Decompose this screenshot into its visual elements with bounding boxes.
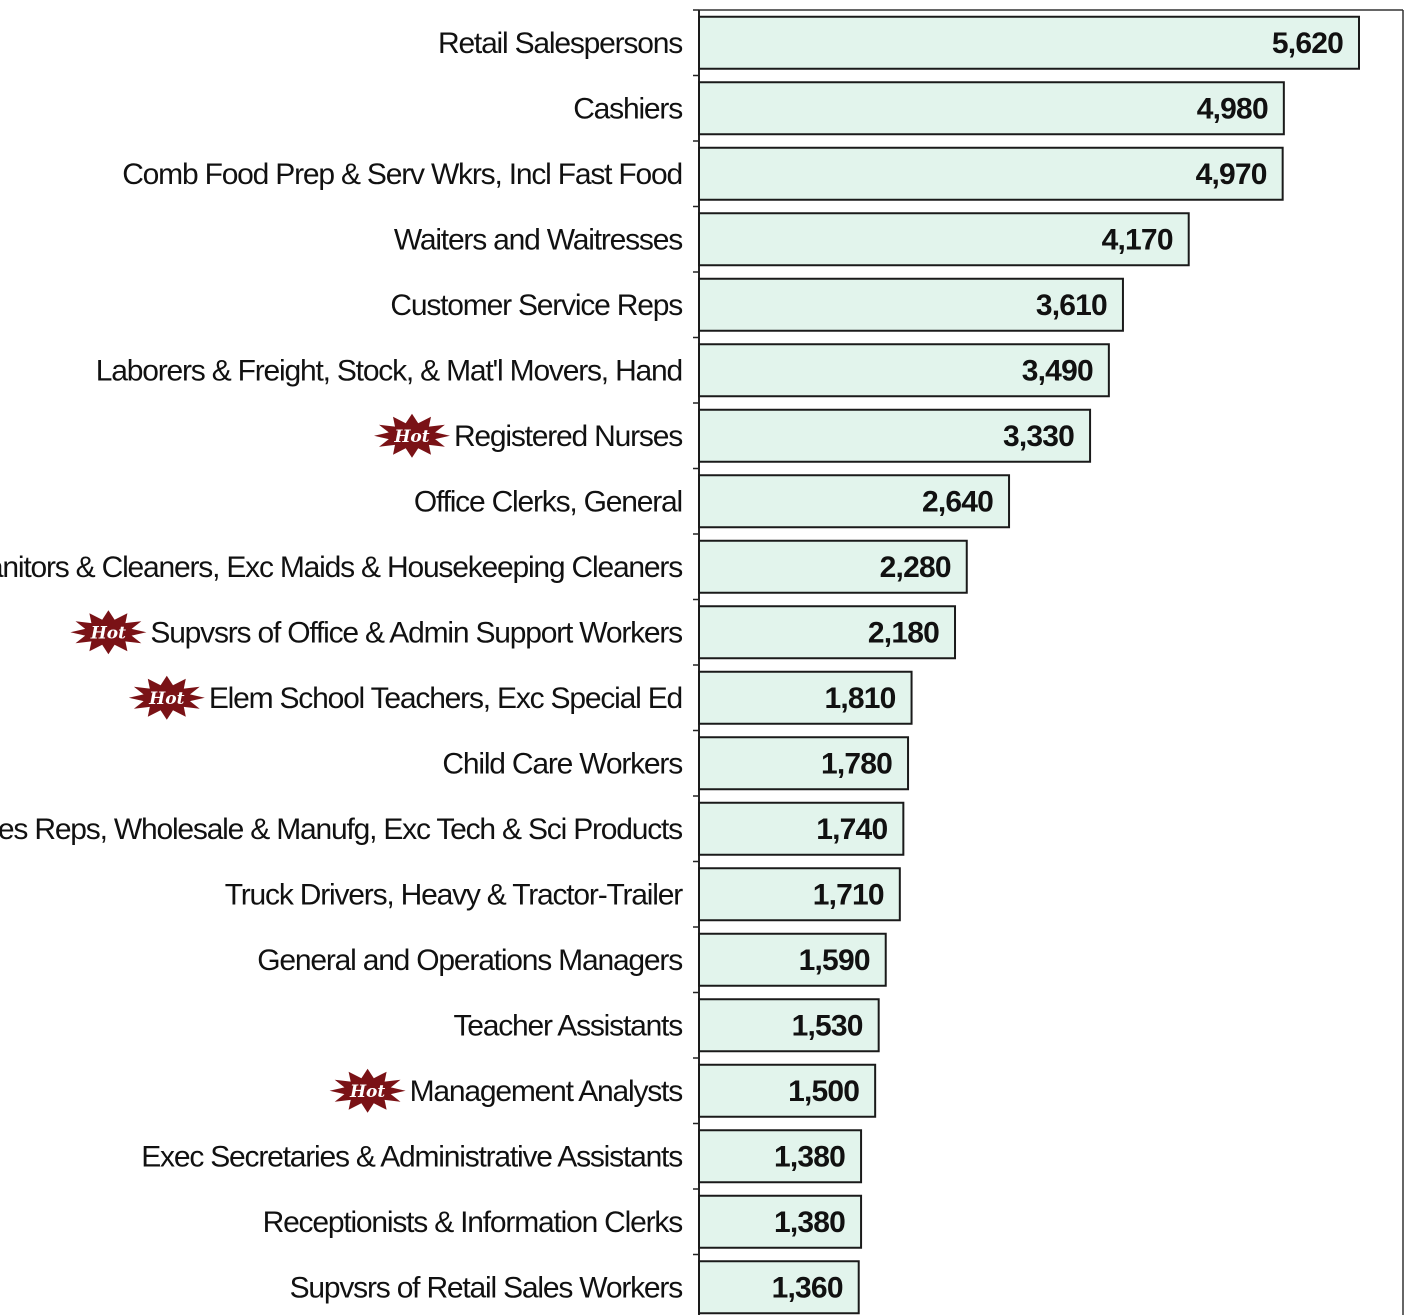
bar — [698, 1129, 863, 1184]
category-label: Registered Nurses — [454, 420, 682, 453]
bar — [698, 736, 910, 791]
bar-value-label: 1,710 — [813, 878, 884, 911]
hot-badge-burst — [70, 610, 147, 655]
bar — [698, 1063, 877, 1118]
bar — [698, 998, 880, 1053]
bar — [698, 15, 1360, 70]
bar-value-label: 1,780 — [821, 747, 892, 780]
category-label: Laborers & Freight, Stock, & Mat'l Mover… — [96, 354, 682, 387]
bar-value-label: 4,170 — [1102, 223, 1173, 256]
category-label: Supvsrs of Retail Sales Workers — [290, 1271, 683, 1304]
category-label: Child Care Workers — [442, 747, 682, 780]
category-label: General and Operations Managers — [257, 944, 682, 977]
hot-badge-text: Hot — [148, 689, 184, 709]
category-label: Receptionists & Information Clerks — [263, 1206, 683, 1239]
bar-value-label: 5,620 — [1272, 27, 1343, 60]
hot-badge-burst — [128, 675, 205, 720]
category-label: Office Clerks, General — [414, 485, 682, 518]
category-label: Waiters and Waitresses — [394, 223, 682, 256]
category-label: Management Analysts — [410, 1075, 683, 1108]
bar-value-label: 1,380 — [774, 1140, 845, 1173]
bar — [698, 670, 913, 725]
category-label: Exec Secretaries & Administrative Assist… — [141, 1140, 682, 1173]
bar-value-label: 4,980 — [1197, 92, 1268, 125]
bar — [698, 539, 968, 594]
bar-value-label: 3,490 — [1022, 354, 1093, 387]
bar — [698, 1260, 860, 1315]
hot-badge-text: Hot — [393, 427, 429, 447]
bar — [698, 867, 901, 922]
bar — [698, 605, 957, 660]
bar — [698, 801, 905, 856]
bar-value-label: 1,380 — [774, 1206, 845, 1239]
bar — [698, 277, 1124, 332]
hot-badge-icon: Hot — [128, 675, 205, 720]
bar-value-label: 1,530 — [792, 1009, 863, 1042]
hot-badge-text: Hot — [90, 623, 126, 643]
bar — [698, 474, 1011, 529]
category-label: Sales Reps, Wholesale & Manufg, Exc Tech… — [0, 813, 682, 846]
hot-badges-group: Hot Hot Hot Hot — [70, 413, 450, 1113]
category-label: Comb Food Prep & Serv Wkrs, Incl Fast Fo… — [122, 158, 682, 191]
bar-value-label: 2,280 — [880, 551, 951, 584]
bar-value-label: 1,590 — [799, 944, 870, 977]
hot-badge-burst — [374, 413, 450, 458]
bars-group — [698, 15, 1360, 1315]
bar-value-label: 1,500 — [788, 1075, 859, 1108]
bar-value-label: 3,610 — [1036, 289, 1107, 322]
category-label: Customer Service Reps — [390, 289, 682, 322]
bar — [698, 146, 1284, 201]
hot-badge-text: Hot — [349, 1082, 385, 1102]
bar-value-label: 1,810 — [824, 682, 895, 715]
bar-value-label: 3,330 — [1003, 420, 1074, 453]
category-label: Teacher Assistants — [453, 1009, 682, 1042]
bar — [698, 343, 1110, 398]
bar-value-label: 1,740 — [816, 813, 887, 846]
category-label: Cashiers — [573, 92, 682, 125]
category-label: Retail Salespersons — [438, 27, 682, 60]
bar — [698, 1194, 863, 1249]
category-label: Supvsrs of Office & Admin Support Worker… — [150, 616, 682, 649]
bar-value-label: 4,970 — [1196, 158, 1267, 191]
hot-badge-icon: Hot — [329, 1068, 406, 1113]
hot-badge-burst — [329, 1068, 406, 1113]
bar — [698, 932, 887, 987]
bar-value-label: 1,360 — [772, 1271, 843, 1304]
bar — [698, 212, 1190, 267]
bar-value-label: 2,640 — [922, 485, 993, 518]
bar — [698, 81, 1285, 136]
category-label: Elem School Teachers, Exc Special Ed — [209, 682, 682, 715]
category-label: Truck Drivers, Heavy & Tractor-Trailer — [225, 878, 683, 911]
bar — [698, 408, 1092, 463]
category-labels-group: Retail Salespersons Cashiers Comb Food Pre… — [0, 27, 684, 1305]
bar-value-label: 2,180 — [868, 616, 939, 649]
hot-badge-icon: Hot — [374, 413, 450, 458]
category-label: Janitors & Cleaners, Exc Maids & Houseke… — [0, 551, 682, 584]
hot-badge-icon: Hot — [70, 610, 147, 655]
